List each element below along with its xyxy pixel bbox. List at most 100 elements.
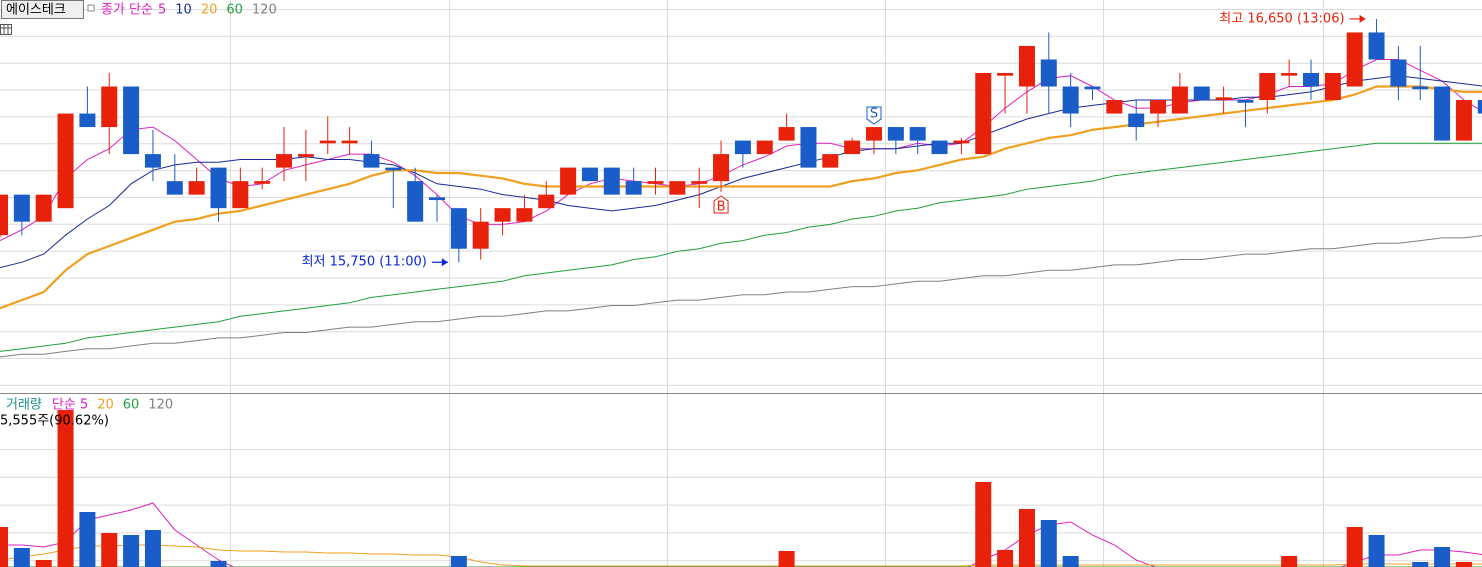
- volume-info: 5,555주(90.62%): [0, 414, 109, 429]
- candle-body: [35, 194, 52, 222]
- candle-body: [13, 194, 30, 222]
- volume-bar: [975, 482, 992, 567]
- candle-body: [1084, 86, 1101, 90]
- candle-body: [1215, 97, 1232, 101]
- candle-body: [232, 181, 249, 209]
- candle-body: [341, 140, 358, 144]
- candle-body: [844, 140, 861, 155]
- candle-body: [887, 127, 904, 141]
- candle-body: [1346, 32, 1363, 87]
- legend-entry: 단순 5: [52, 398, 88, 413]
- legend-entry: 120: [148, 398, 173, 413]
- candle-body: [1368, 32, 1385, 60]
- signal-marker: [713, 195, 729, 214]
- legend-entry: 60: [226, 3, 243, 18]
- candle-body: [385, 167, 402, 171]
- volume-bar: [1346, 527, 1363, 567]
- candle-body: [997, 72, 1014, 76]
- candle-body: [297, 154, 314, 157]
- signal-marker: [866, 106, 882, 125]
- candle-body: [101, 86, 118, 128]
- candle-body: [1303, 72, 1319, 87]
- volume-bar: [13, 548, 30, 567]
- candle-body: [407, 181, 424, 222]
- volume-bar: [1062, 556, 1079, 567]
- annotation-label: 최저 15,750 (11:00): [302, 255, 427, 270]
- annotation-label: 최고 16,650 (13:06): [1219, 11, 1344, 26]
- signal-label: B: [717, 199, 726, 214]
- ma-line: [0, 85, 1482, 310]
- candle-body: [0, 194, 8, 236]
- candle-body: [429, 197, 445, 201]
- candle-body: [57, 113, 74, 209]
- volume-bar: [1368, 535, 1385, 567]
- candle-body: [560, 167, 577, 195]
- candle-body: [1237, 100, 1254, 103]
- candle-body: [494, 208, 511, 222]
- candle-body: [1412, 86, 1429, 90]
- candle-body: [516, 208, 533, 222]
- candle-body: [625, 181, 642, 195]
- volume-bar: [1434, 547, 1451, 567]
- ma-line: [0, 75, 1482, 269]
- volume-bar: [1455, 562, 1472, 567]
- volume-bar: [35, 560, 52, 567]
- legend-entry: 20: [97, 398, 114, 413]
- candle-body: [1106, 100, 1123, 114]
- legend-entry: 60: [123, 398, 140, 413]
- legend-icon: [87, 4, 95, 12]
- volume-bar: [210, 561, 227, 567]
- candle-body: [1193, 86, 1210, 101]
- candle-body: [144, 154, 161, 168]
- candle-body: [778, 127, 795, 141]
- candle-body: [363, 154, 380, 168]
- candle-body: [1150, 100, 1167, 114]
- candle-body: [953, 140, 970, 144]
- candle-body: [866, 127, 882, 141]
- legend-entry: 10: [175, 3, 192, 18]
- candle-body: [1390, 59, 1407, 87]
- title-box[interactable]: [1, 0, 84, 19]
- candle-body: [1018, 45, 1035, 87]
- candle-body: [975, 72, 992, 155]
- header: 에이스테크 종가 단순 5 10 20 60 120 거래량 단순 5 20 60 120 5,555…: [0, 0, 277, 429]
- candle-body: [450, 208, 467, 249]
- candle-body: [603, 167, 620, 195]
- volume-ma-line: [0, 544, 1482, 567]
- table-icon[interactable]: [0, 24, 12, 35]
- candle-body: [1128, 113, 1145, 128]
- candle-body: [1434, 86, 1451, 141]
- volume-bar: [778, 551, 795, 567]
- candle-body: [1259, 72, 1276, 101]
- signal-label: S: [870, 107, 878, 122]
- candle-body: [581, 167, 598, 182]
- candle-body: [713, 154, 730, 182]
- candle-body: [931, 140, 948, 155]
- candle-body: [734, 140, 751, 155]
- candle-body: [276, 154, 293, 168]
- candle-body: [647, 181, 664, 184]
- candle-body: [1171, 86, 1188, 114]
- volume-bar: [997, 550, 1014, 567]
- volume-bar: [1040, 520, 1057, 567]
- legend-entry: 120: [252, 3, 277, 18]
- candle-body: [756, 140, 773, 155]
- legend-entry: 5: [158, 3, 166, 18]
- candle-body: [472, 221, 489, 249]
- volume-title: 거래량: [6, 398, 42, 413]
- legend-label: 종가 단순: [101, 3, 153, 18]
- candle-body: [909, 127, 926, 141]
- price-pane: B S 최고 16,650 (13:06) 최저 15,750 (11:00): [0, 11, 1482, 358]
- volume-bar: [57, 410, 74, 567]
- volume-bar: [123, 535, 140, 567]
- volume-bar: [0, 527, 8, 567]
- candle-body: [1062, 86, 1079, 114]
- candle-body: [1040, 59, 1057, 87]
- volume-bar: [79, 512, 96, 567]
- annotation-arrowhead: [1359, 14, 1366, 23]
- candle-body: [822, 154, 839, 168]
- candle-body: [188, 181, 205, 195]
